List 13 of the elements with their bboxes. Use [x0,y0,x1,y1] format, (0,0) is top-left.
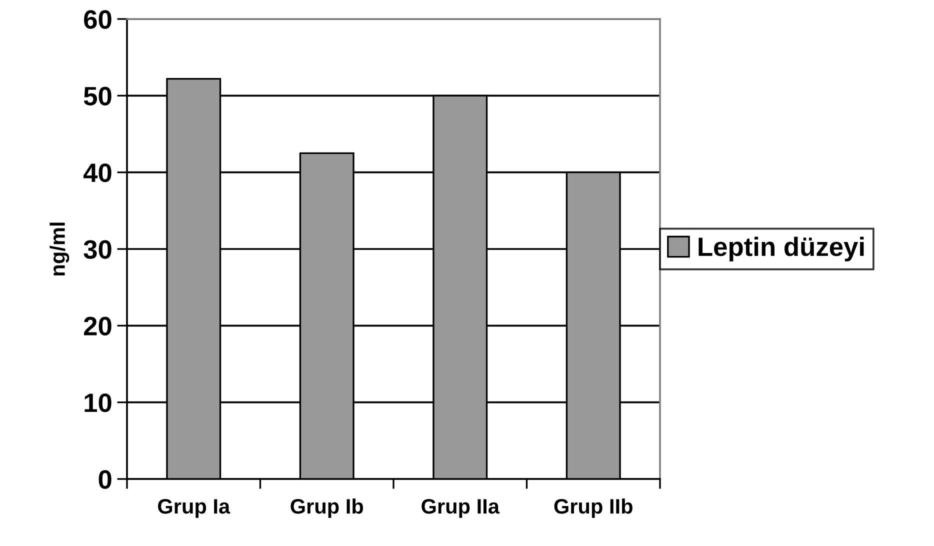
y-tick-label: 20 [84,316,112,336]
y-tick-label: 30 [84,240,112,259]
x-tick-label: Grup Ia [158,498,230,518]
y-tick-label: 60 [84,10,112,29]
y-tick-label: 10 [84,393,112,412]
x-tick-label: Grup Ib [290,498,364,518]
x-tick-label: Grup IIb [554,498,632,518]
y-tick-label: 50 [84,86,112,106]
y-tick-label: 40 [83,163,112,182]
y-tick-label: 0 [98,470,112,489]
legend-label: Leptin düzeyi [698,236,864,262]
y-axis-title: ng/ml [50,222,70,276]
x-tick-label: Grup IIa [422,498,500,518]
